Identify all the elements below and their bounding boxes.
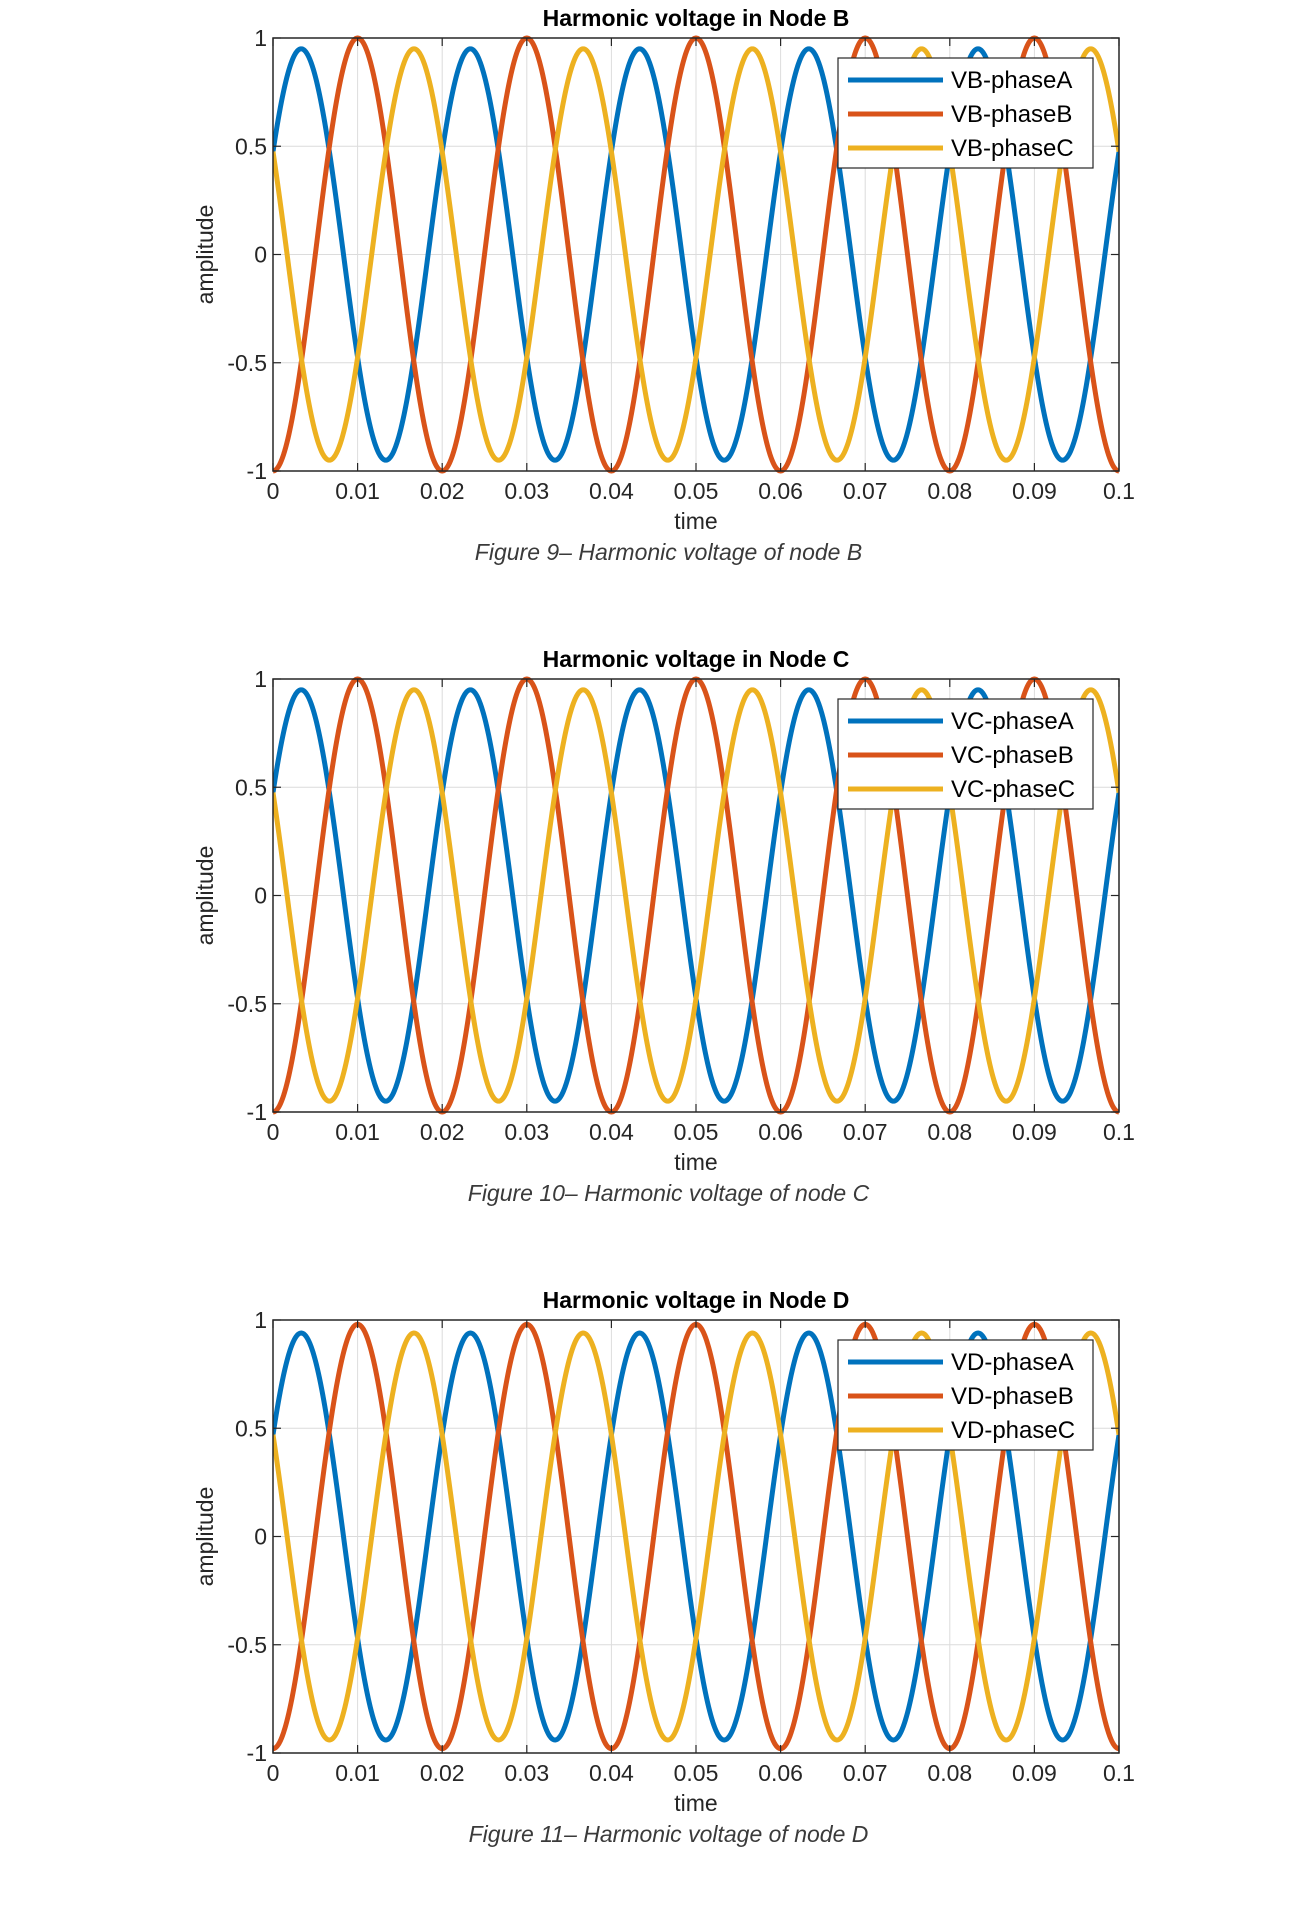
x-tick-label: 0.09 xyxy=(1012,478,1057,504)
legend-entry: VD-phaseB xyxy=(951,1383,1074,1410)
y-axis-ticks: -1 -0.5 0 0.5 1 xyxy=(227,1307,1119,1766)
x-axis-ticks: 0 0.01 0.02 0.03 0.04 0.05 0.06 0.07 0.08 0.09 0.1 xyxy=(267,679,1135,1145)
legend-entry: VB-phaseC xyxy=(951,135,1074,162)
y-tick-label: 0.5 xyxy=(235,774,267,800)
legend: VD-phaseA VD-phaseB VD-phaseC xyxy=(837,1339,1094,1451)
x-tick-label: 0.04 xyxy=(589,478,634,504)
x-tick-label: 0.05 xyxy=(674,1760,719,1786)
x-tick-label: 0.1 xyxy=(1103,1760,1135,1786)
y-tick-label: 0 xyxy=(254,242,267,268)
x-tick-label: 0.01 xyxy=(335,478,380,504)
x-tick-label: 0.09 xyxy=(1012,1760,1057,1786)
x-tick-label: 0.03 xyxy=(504,1760,549,1786)
x-tick-label: 0.1 xyxy=(1103,478,1135,504)
legend-entry: VB-phaseA xyxy=(951,67,1072,94)
line-chart: 0 0.01 0.02 0.03 0.04 0.05 0.06 0.07 0.08 0.09 0.1… xyxy=(192,646,1135,1175)
x-axis-label: time xyxy=(674,1149,717,1175)
y-tick-label: 1 xyxy=(254,25,267,51)
y-axis-label: amplitude xyxy=(192,205,218,305)
y-tick-label: 0 xyxy=(254,883,267,909)
series-line-VB-phaseC xyxy=(273,46,1119,463)
figure-caption: Figure 9– Harmonic voltage of node B xyxy=(474,539,863,565)
y-tick-label: 0.5 xyxy=(235,133,267,159)
x-tick-label: 0.06 xyxy=(758,1760,803,1786)
x-tick-label: 0.06 xyxy=(758,1119,803,1145)
x-tick-label: 0.04 xyxy=(589,1119,634,1145)
legend-entry: VC-phaseB xyxy=(951,742,1074,769)
y-axis-label: amplitude xyxy=(192,846,218,946)
x-tick-label: 0.08 xyxy=(927,1119,972,1145)
y-tick-label: 1 xyxy=(254,1307,267,1333)
legend-entry: VC-phaseA xyxy=(951,708,1074,735)
x-tick-label: 0.09 xyxy=(1012,1119,1057,1145)
y-tick-label: -0.5 xyxy=(227,350,267,376)
x-tick-label: 0 xyxy=(267,1119,280,1145)
y-tick-label: -1 xyxy=(247,1740,267,1766)
x-tick-label: 0.01 xyxy=(335,1760,380,1786)
y-tick-label: 0.5 xyxy=(235,1415,267,1441)
x-tick-label: 0.02 xyxy=(420,1760,465,1786)
y-tick-label: 0 xyxy=(254,1524,267,1550)
legend-entry: VB-phaseB xyxy=(951,101,1072,128)
x-tick-label: 0.05 xyxy=(674,1119,719,1145)
x-tick-label: 0.08 xyxy=(927,478,972,504)
x-tick-label: 0.02 xyxy=(420,1119,465,1145)
x-tick-label: 0.07 xyxy=(843,1760,888,1786)
y-tick-label: -1 xyxy=(247,1099,267,1125)
figure-caption: Figure 11– Harmonic voltage of node D xyxy=(468,1821,869,1847)
x-tick-label: 0.07 xyxy=(843,478,888,504)
x-tick-label: 0.06 xyxy=(758,478,803,504)
x-tick-label: 0.1 xyxy=(1103,1119,1135,1145)
legend: VB-phaseA VB-phaseB VB-phaseC xyxy=(837,57,1094,169)
x-tick-label: 0.07 xyxy=(843,1119,888,1145)
chart-title: Harmonic voltage in Node C xyxy=(543,646,850,672)
figure-caption: Figure 10– Harmonic voltage of node C xyxy=(467,1180,870,1206)
y-tick-label: -0.5 xyxy=(227,1632,267,1658)
y-tick-label: -1 xyxy=(247,458,267,484)
x-tick-label: 0.02 xyxy=(420,478,465,504)
x-tick-label: 0.01 xyxy=(335,1119,380,1145)
x-axis-label: time xyxy=(674,1790,717,1816)
x-tick-label: 0.04 xyxy=(589,1760,634,1786)
y-axis-ticks: -1 -0.5 0 0.5 1 xyxy=(227,666,1119,1125)
x-tick-label: 0 xyxy=(267,478,280,504)
y-axis-ticks: -1 -0.5 0 0.5 1 xyxy=(227,25,1119,484)
figure-1: 0 0.01 0.02 0.03 0.04 0.05 0.06 0.07 0.08 0.09 0.1… xyxy=(0,0,1297,642)
series-line-VC-phaseC xyxy=(273,687,1119,1104)
x-axis-ticks: 0 0.01 0.02 0.03 0.04 0.05 0.06 0.07 0.08 0.09 0.1 xyxy=(267,1320,1135,1786)
chart-title: Harmonic voltage in Node B xyxy=(543,5,850,31)
y-tick-label: 1 xyxy=(254,666,267,692)
figure-2: 0 0.01 0.02 0.03 0.04 0.05 0.06 0.07 0.08 0.09 0.1… xyxy=(0,641,1297,1283)
chart-title: Harmonic voltage in Node D xyxy=(543,1287,850,1313)
figure-3: 0 0.01 0.02 0.03 0.04 0.05 0.06 0.07 0.08 0.09 0.1… xyxy=(0,1282,1297,1924)
x-tick-label: 0 xyxy=(267,1760,280,1786)
line-chart: 0 0.01 0.02 0.03 0.04 0.05 0.06 0.07 0.08 0.09 0.1… xyxy=(192,5,1135,534)
y-tick-label: -0.5 xyxy=(227,991,267,1017)
x-tick-label: 0.03 xyxy=(504,478,549,504)
legend-entry: VD-phaseC xyxy=(951,1417,1075,1444)
x-tick-label: 0.08 xyxy=(927,1760,972,1786)
x-axis-label: time xyxy=(674,508,717,534)
x-tick-label: 0.03 xyxy=(504,1119,549,1145)
y-axis-label: amplitude xyxy=(192,1487,218,1587)
series-line-VD-phaseC xyxy=(273,1330,1119,1743)
line-chart: 0 0.01 0.02 0.03 0.04 0.05 0.06 0.07 0.08 0.09 0.1… xyxy=(192,1287,1135,1816)
legend: VC-phaseA VC-phaseB VC-phaseC xyxy=(837,698,1094,810)
x-tick-label: 0.05 xyxy=(674,478,719,504)
x-axis-ticks: 0 0.01 0.02 0.03 0.04 0.05 0.06 0.07 0.08 0.09 0.1 xyxy=(267,38,1135,504)
legend-entry: VC-phaseC xyxy=(951,776,1075,803)
legend-entry: VD-phaseA xyxy=(951,1349,1074,1376)
